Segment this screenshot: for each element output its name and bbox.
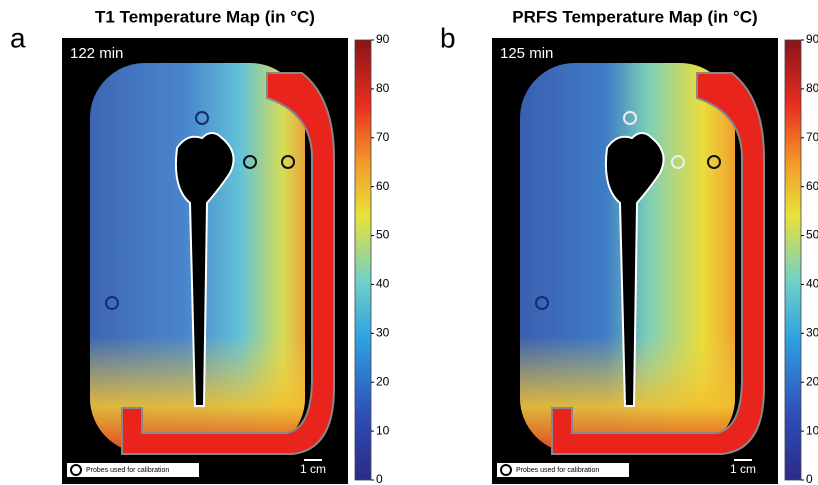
colorbar-tick-label: 20: [376, 374, 390, 388]
legend-text: Probes used for calibration: [516, 467, 599, 474]
time-label: 125 min: [500, 45, 553, 62]
colorbar-tick-label: 80: [376, 81, 390, 95]
colorbar-tick-label: 0: [806, 472, 813, 485]
colorbar: [355, 40, 371, 480]
legend-text: Probes used for calibration: [86, 467, 169, 474]
colorbar-tick-label: 50: [806, 228, 818, 242]
panel-title: PRFS Temperature Map (in °C): [512, 7, 757, 26]
figure: a T1 Temperature Map (in °C) 122 min Probes…: [0, 0, 818, 485]
colorbar-tick-label: 30: [806, 326, 818, 340]
colorbar-tick-label: 10: [376, 423, 390, 437]
scale-bar-label: 1 cm: [300, 462, 326, 476]
colorbar-tick-label: 10: [806, 423, 818, 437]
panel-title: T1 Temperature Map (in °C): [95, 7, 315, 26]
colorbar-tick-label: 90: [376, 32, 390, 46]
colorbar-tick-label: 60: [806, 179, 818, 193]
colorbar-tick-label: 80: [806, 81, 818, 95]
panel-label: a: [10, 22, 26, 53]
colorbar: [785, 40, 801, 480]
scale-bar-label: 1 cm: [730, 462, 756, 476]
colorbar-tick-label: 90: [806, 32, 818, 46]
colorbar-tick-label: 20: [806, 374, 818, 388]
colorbar-tick-label: 50: [376, 228, 390, 242]
colorbar-tick-label: 40: [806, 277, 818, 291]
colorbar-tick-label: 40: [376, 277, 390, 291]
colorbar-tick-label: 70: [806, 130, 818, 144]
colorbar-tick-label: 30: [376, 326, 390, 340]
colorbar-tick-label: 60: [376, 179, 390, 193]
colorbar-tick-label: 70: [376, 130, 390, 144]
panel-label: b: [440, 22, 456, 53]
time-label: 122 min: [70, 45, 123, 62]
colorbar-tick-label: 0: [376, 472, 383, 485]
